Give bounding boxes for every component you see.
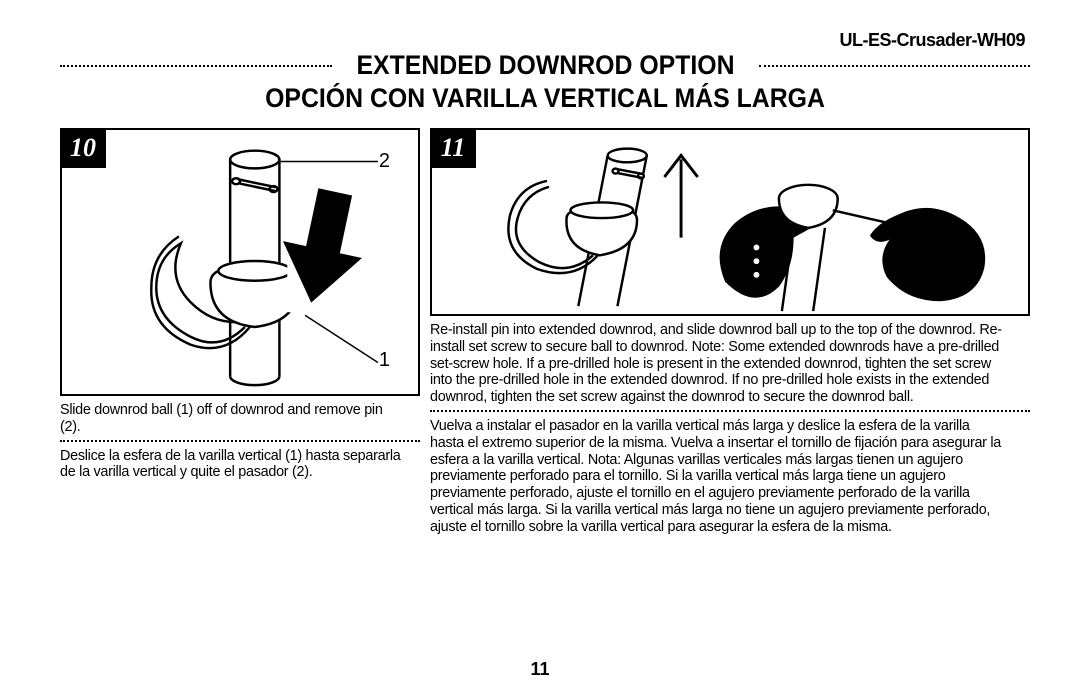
model-number: UL-ES-Crusader-WH09 <box>839 30 1025 51</box>
dotted-separator <box>430 410 1030 412</box>
step-11-text-es: Vuelva a instalar el pasador en la varil… <box>430 418 1006 536</box>
dotted-rule-right <box>759 65 1031 67</box>
step-11-badge: 11 <box>430 128 476 168</box>
dotted-separator <box>60 440 420 442</box>
step-10-badge: 10 <box>60 128 106 168</box>
dotted-rule-left <box>60 65 332 67</box>
step-10-text-es: Deslice la esfera de la varilla vertical… <box>60 448 406 482</box>
title-block: EXTENDED DOWNROD OPTION OPCIÓN CON VARIL… <box>60 50 1030 114</box>
page-number: 11 <box>0 659 1080 680</box>
step-10-column: 10 2 1 <box>60 128 420 536</box>
step-10-diagram <box>62 130 418 394</box>
title-row: EXTENDED DOWNROD OPTION <box>60 50 1030 81</box>
manual-page: UL-ES-Crusader-WH09 EXTENDED DOWNROD OPT… <box>0 0 1080 698</box>
step-10-frame: 10 2 1 <box>60 128 420 396</box>
step-11-frame: 11 <box>430 128 1030 316</box>
callout-2: 2 <box>379 150 390 173</box>
panels-row: 10 2 1 <box>60 128 1030 536</box>
step-10-text-en: Slide downrod ball (1) off of downrod an… <box>60 402 406 436</box>
title-english: EXTENDED DOWNROD OPTION <box>349 50 742 81</box>
step-11-diagram <box>432 130 1028 314</box>
step-11-column: 11 <box>430 128 1030 536</box>
title-spanish: OPCIÓN CON VARILLA VERTICAL MÁS LARGA <box>99 83 991 114</box>
step-11-text-en: Re-install pin into extended downrod, an… <box>430 322 1006 406</box>
callout-1: 1 <box>379 349 390 372</box>
